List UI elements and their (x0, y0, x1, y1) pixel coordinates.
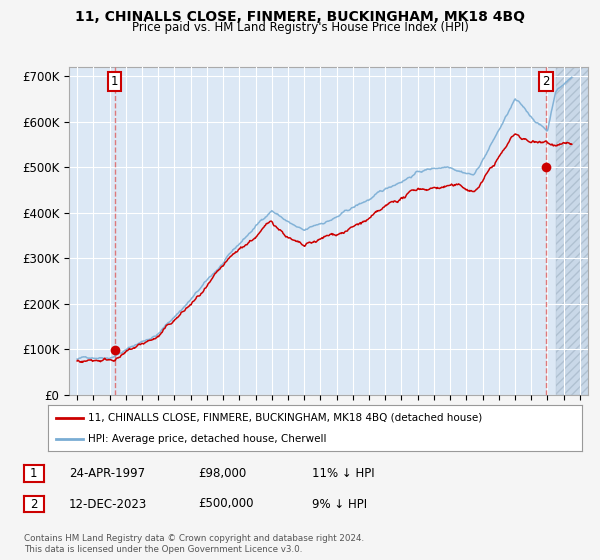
Text: 12-DEC-2023: 12-DEC-2023 (69, 497, 147, 511)
Text: 2: 2 (30, 497, 38, 511)
Bar (556, 67, 600, 395)
Text: Contains HM Land Registry data © Crown copyright and database right 2024.
This d: Contains HM Land Registry data © Crown c… (24, 534, 364, 554)
Text: 11% ↓ HPI: 11% ↓ HPI (312, 466, 374, 480)
Text: £98,000: £98,000 (198, 466, 246, 480)
Text: HPI: Average price, detached house, Cherwell: HPI: Average price, detached house, Cher… (88, 435, 326, 444)
Text: Price paid vs. HM Land Registry's House Price Index (HPI): Price paid vs. HM Land Registry's House … (131, 21, 469, 34)
Text: £500,000: £500,000 (198, 497, 254, 511)
Text: 24-APR-1997: 24-APR-1997 (69, 466, 145, 480)
Text: 1: 1 (111, 76, 118, 88)
Text: 2: 2 (542, 76, 550, 88)
Text: 11, CHINALLS CLOSE, FINMERE, BUCKINGHAM, MK18 4BQ: 11, CHINALLS CLOSE, FINMERE, BUCKINGHAM,… (75, 10, 525, 24)
Text: 11, CHINALLS CLOSE, FINMERE, BUCKINGHAM, MK18 4BQ (detached house): 11, CHINALLS CLOSE, FINMERE, BUCKINGHAM,… (88, 413, 482, 423)
Text: 1: 1 (30, 466, 38, 480)
Text: 9% ↓ HPI: 9% ↓ HPI (312, 497, 367, 511)
